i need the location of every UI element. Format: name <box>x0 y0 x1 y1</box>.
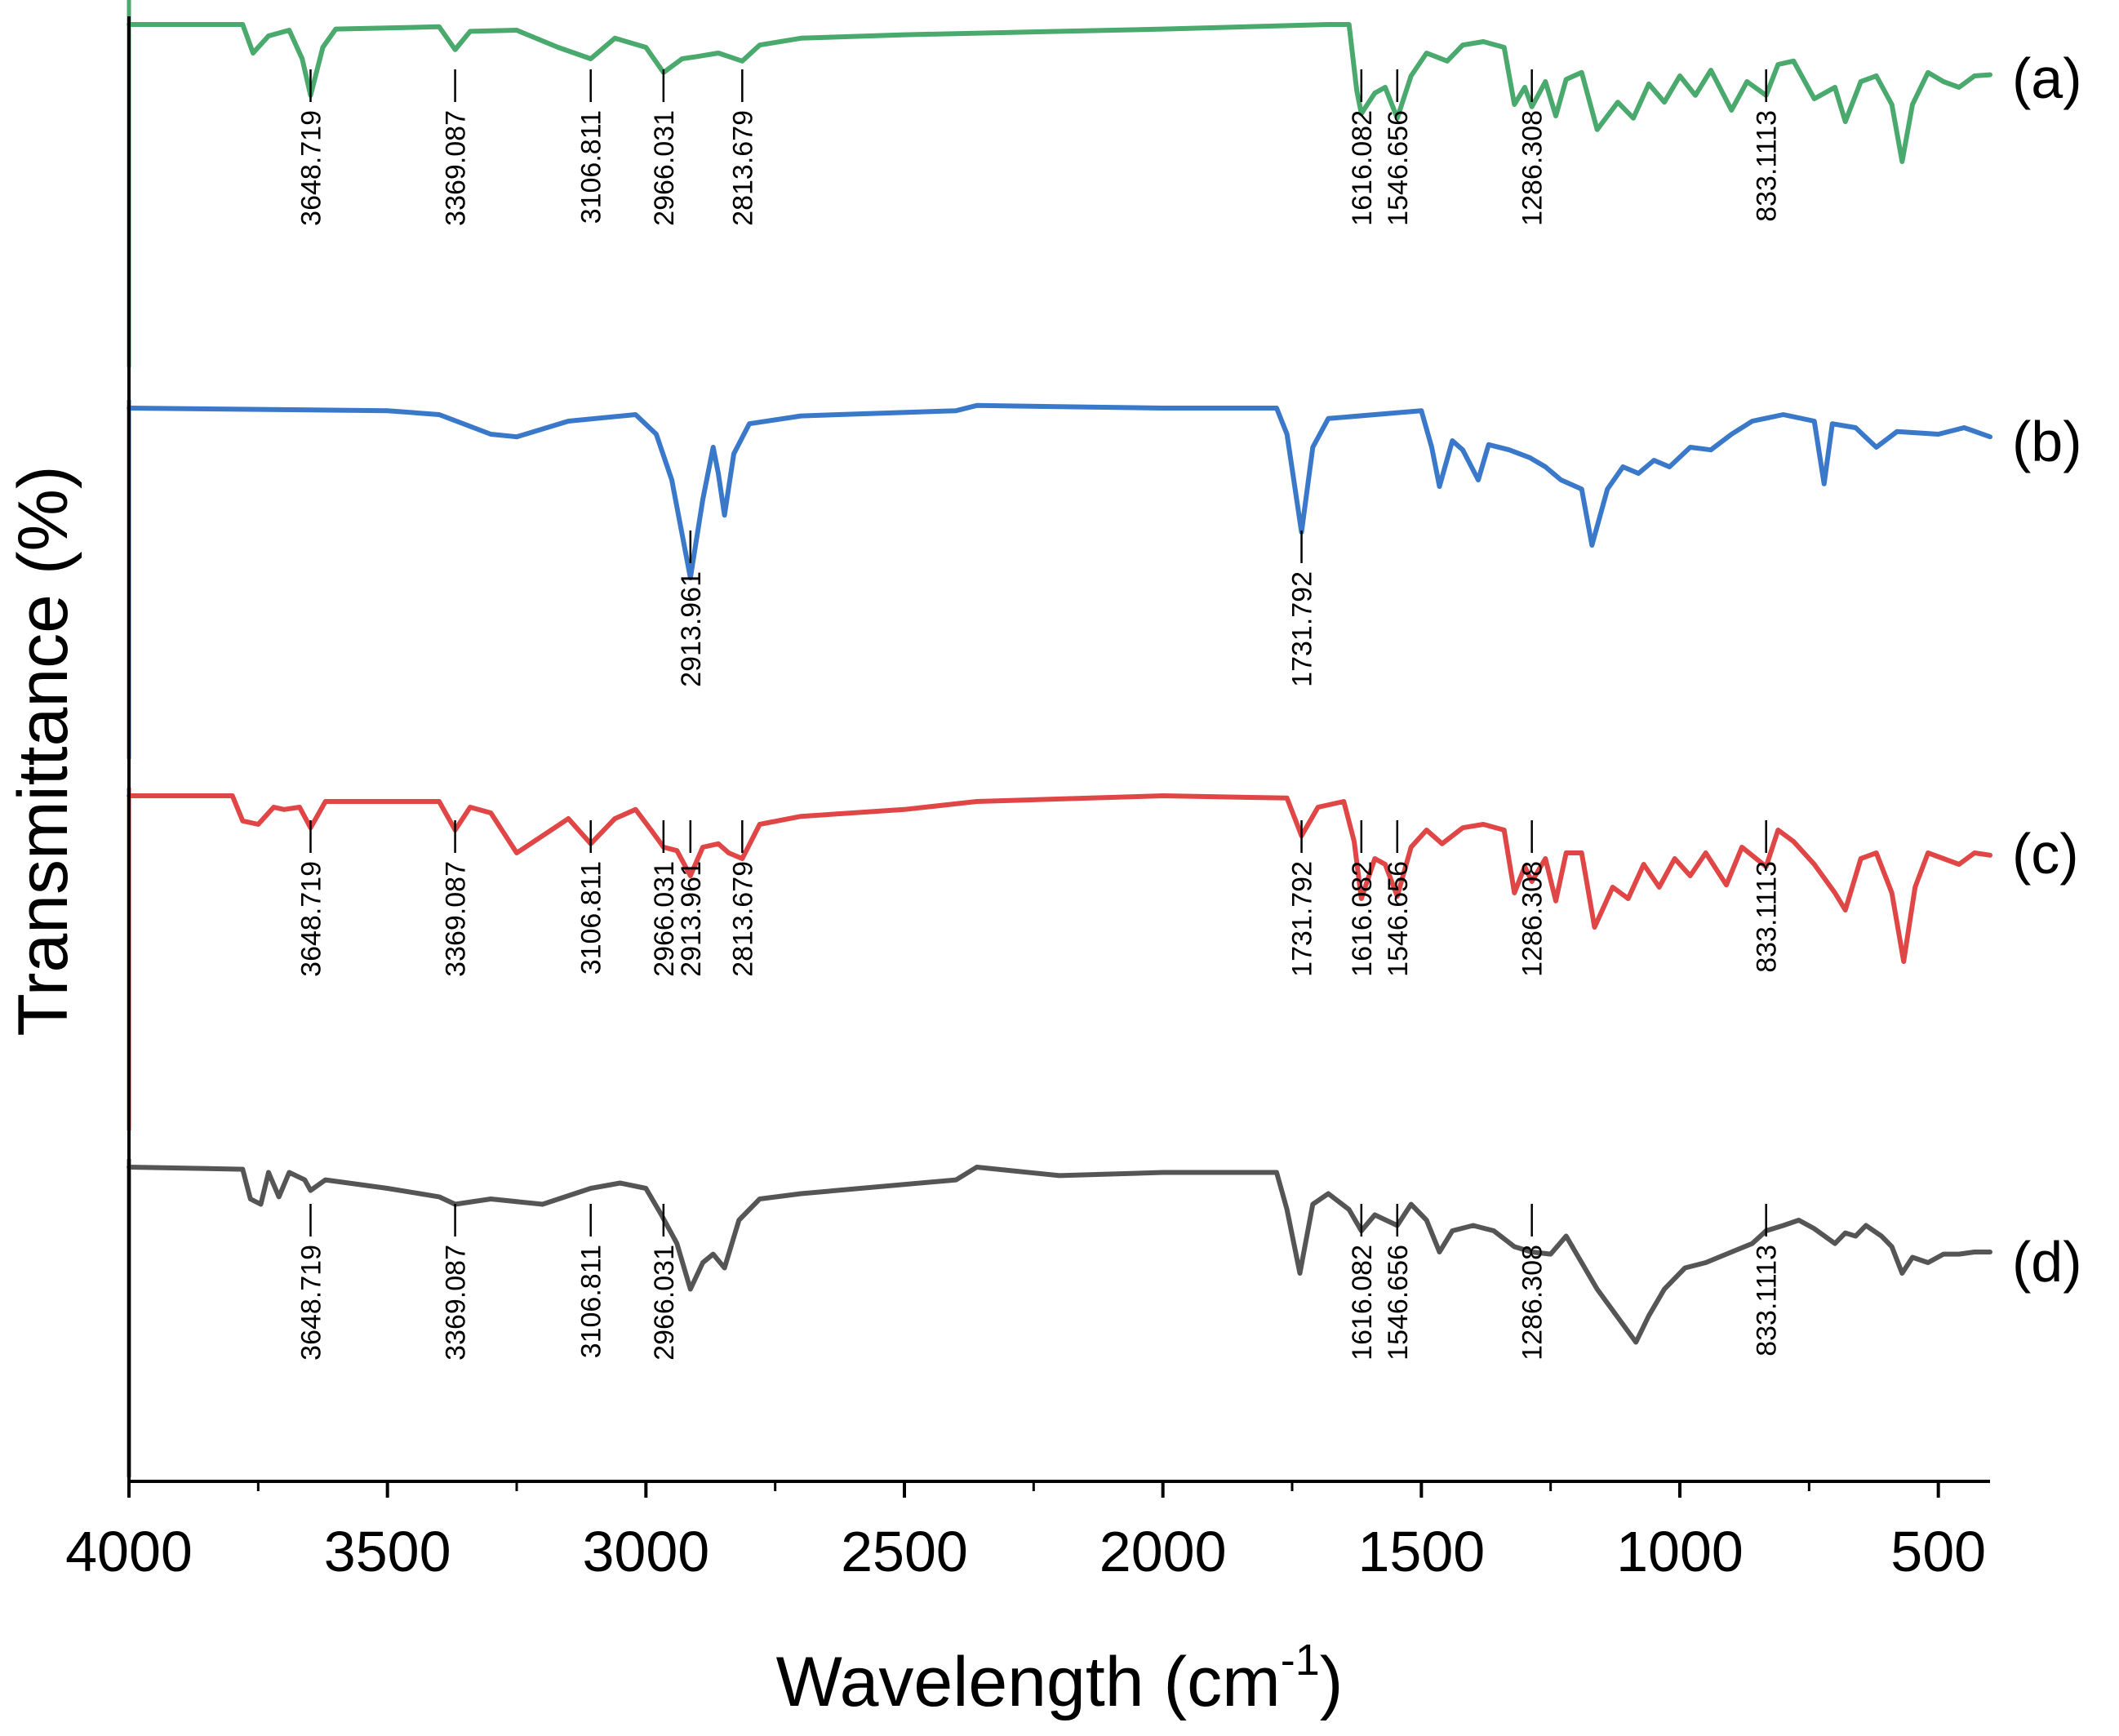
spectrum-line <box>127 1165 1992 1345</box>
peak-label: 2913.961 <box>676 861 707 977</box>
panel-labels: (a) (b) (c) (d) <box>2012 47 2082 1294</box>
x-axis-title-superscript: -1 <box>1281 1636 1320 1685</box>
x-tick-label: 4000 <box>65 1520 193 1583</box>
peak-label: 3106.811 <box>576 110 607 224</box>
peak-label: 3648.719 <box>295 861 327 977</box>
panel-label: (d) <box>2012 1230 2082 1294</box>
x-tick-label: 500 <box>1890 1520 1986 1583</box>
peak-label: 1731.792 <box>1287 861 1318 977</box>
x-tick-label: 3500 <box>324 1520 451 1583</box>
peak-label: 1286.308 <box>1517 861 1548 977</box>
peak-label: 1616.082 <box>1347 110 1378 226</box>
peak-label: 1286.308 <box>1517 1245 1548 1361</box>
peak-label: 1616.082 <box>1347 861 1378 977</box>
panel-label: (a) <box>2012 47 2082 110</box>
x-axis-title-main: Wavelength (cm <box>776 1643 1281 1721</box>
spectrum-line <box>127 22 1992 164</box>
spectra-layer <box>127 0 1992 1477</box>
peak-label: 1286.308 <box>1517 110 1548 226</box>
peak-label: 3648.719 <box>295 1245 327 1361</box>
peak-label: 2813.679 <box>727 110 758 226</box>
peak-label: 833.1113 <box>1752 110 1783 222</box>
peak-label: 2966.031 <box>649 1245 680 1361</box>
x-ticks: 4000 3500 3000 2500 2000 1500 1000 500 <box>65 1481 1986 1583</box>
peak-annotations: 3648.719 3369.087 3106.811 2966.031 2813.679… <box>295 69 1783 1361</box>
x-axis-title: Wavelength (cm-1) <box>776 1636 1344 1721</box>
peak-label: 1546.656 <box>1383 1245 1414 1361</box>
x-tick-label: 1500 <box>1357 1520 1485 1583</box>
peak-label: 833.1113 <box>1752 861 1783 973</box>
x-tick-label: 3000 <box>582 1520 709 1583</box>
peak-label: 833.1113 <box>1752 1245 1783 1356</box>
peak-label: 3369.087 <box>441 110 472 226</box>
spectrum-line <box>127 402 1992 580</box>
peak-label: 1616.082 <box>1347 1245 1378 1361</box>
peak-label: 3106.811 <box>576 861 607 975</box>
peak-label: 2913.961 <box>676 571 707 687</box>
peak-label: 3369.087 <box>441 1245 472 1361</box>
peak-label: 1546.656 <box>1383 110 1414 226</box>
peak-label: 2813.679 <box>727 861 758 977</box>
peak-label: 3106.811 <box>576 1245 607 1358</box>
peak-label: 3648.719 <box>295 110 327 226</box>
x-axis-title-close: ) <box>1320 1643 1344 1721</box>
panel-label: (c) <box>2012 822 2079 886</box>
peak-label: 1546.656 <box>1383 861 1414 977</box>
peak-label: 2966.031 <box>649 861 680 977</box>
x-tick-label: 1000 <box>1616 1520 1744 1583</box>
panel-label: (b) <box>2012 410 2082 473</box>
peak-label: 3369.087 <box>441 861 472 977</box>
x-tick-label: 2000 <box>1099 1520 1227 1583</box>
spectrum-line <box>127 793 1992 964</box>
x-tick-label: 2500 <box>841 1520 968 1583</box>
peak-label: 2966.031 <box>649 110 680 226</box>
y-axis-title: Transmittance (%) <box>4 465 82 1036</box>
peak-label: 1731.792 <box>1287 571 1318 687</box>
